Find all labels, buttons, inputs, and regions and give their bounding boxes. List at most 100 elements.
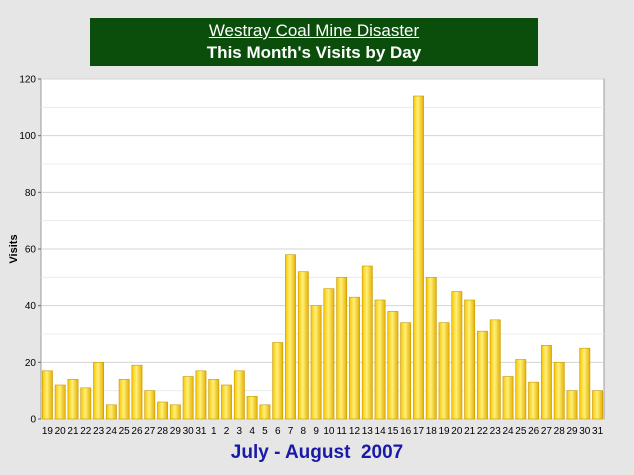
x-tick-label: 13: [362, 426, 374, 437]
bar: [195, 370, 207, 420]
bar: [221, 384, 232, 420]
bar: [118, 379, 130, 420]
bar: [515, 359, 527, 420]
x-tick-label: 19: [42, 426, 54, 437]
y-tick-label: 0: [30, 415, 36, 426]
x-tick-label: 25: [119, 426, 131, 437]
x-tick-label: 27: [541, 426, 553, 437]
x-tick-label: 17: [413, 426, 425, 437]
x-tick-label: 30: [579, 426, 591, 437]
x-tick-label: 12: [349, 426, 361, 437]
bar: [387, 311, 399, 420]
bar: [259, 404, 271, 420]
x-tick-label: 24: [106, 426, 118, 437]
bar: [553, 362, 565, 420]
bar: [349, 296, 360, 420]
y-tick-label: 120: [19, 75, 36, 86]
chart-subtitle: This Month's Visits by Day: [206, 43, 422, 62]
bar: [182, 376, 194, 420]
x-tick-label: 26: [528, 426, 540, 437]
x-tick-label: 20: [451, 426, 463, 437]
x-axis-label: July - August 2007: [230, 442, 404, 463]
bar: [93, 362, 104, 420]
bar: [336, 277, 348, 420]
bar: [233, 370, 245, 420]
y-axis-label: Visits: [8, 234, 20, 263]
x-tick-label: 22: [477, 426, 489, 437]
y-tick-label: 100: [19, 131, 36, 142]
x-tick-label: 25: [515, 426, 527, 437]
bar: [540, 345, 552, 420]
x-tick-label: 11: [336, 426, 347, 437]
bar: [323, 288, 335, 420]
bar: [489, 319, 501, 420]
y-tick-label: 60: [25, 245, 37, 256]
bar: [105, 404, 117, 420]
bar: [54, 384, 66, 420]
bar: [592, 390, 604, 420]
x-tick-label: 1: [211, 426, 217, 437]
x-tick-label: 7: [288, 426, 294, 437]
bar: [579, 347, 591, 420]
bar: [477, 330, 488, 420]
bar: [169, 404, 181, 420]
x-tick-label: 9: [313, 426, 319, 437]
x-tick-label: 2: [224, 426, 230, 437]
bar: [208, 379, 220, 420]
y-tick-label: 80: [25, 188, 37, 199]
bar: [310, 305, 322, 420]
y-tick-label: 40: [25, 301, 37, 312]
x-tick-label: 18: [426, 426, 438, 437]
bar: [464, 299, 476, 420]
x-tick-label: 19: [438, 426, 450, 437]
x-tick-label: 16: [400, 426, 412, 437]
x-tick-label: 27: [144, 426, 156, 437]
x-tick-label: 29: [566, 426, 578, 437]
x-tick-label: 3: [237, 426, 243, 437]
y-tick-label: 20: [25, 358, 37, 369]
chart-title: Westray Coal Mine Disaster: [208, 21, 420, 40]
bar: [131, 364, 143, 420]
bar: [80, 387, 92, 420]
x-tick-label: 5: [262, 426, 268, 437]
bar: [400, 322, 412, 420]
x-tick-label: 10: [323, 426, 335, 437]
bar: [361, 265, 373, 420]
x-tick-label: 31: [592, 426, 604, 437]
x-tick-label: 20: [55, 426, 67, 437]
bar: [157, 401, 168, 420]
x-tick-label: 31: [195, 426, 207, 437]
bar: [425, 277, 437, 420]
x-tick-label: 21: [67, 426, 79, 437]
x-tick-label: 21: [464, 426, 476, 437]
bar: [451, 291, 463, 420]
x-tick-label: 26: [131, 426, 143, 437]
bar: [272, 342, 284, 420]
bar: [246, 396, 258, 420]
x-tick-label: 24: [502, 426, 514, 437]
bar: [374, 299, 386, 420]
x-tick-label: 6: [275, 426, 281, 437]
bar: [528, 381, 540, 420]
chart-title-box: Westray Coal Mine Disaster This Month's …: [90, 18, 538, 66]
bar: [67, 379, 79, 420]
x-tick-label: 23: [93, 426, 105, 437]
bar: [502, 376, 514, 420]
x-tick-label: 8: [301, 426, 307, 437]
x-tick-label: 30: [183, 426, 195, 437]
x-tick-label: 29: [170, 426, 182, 437]
x-tick-label: 4: [249, 426, 255, 437]
x-tick-label: 22: [80, 426, 92, 437]
x-tick-label: 14: [375, 426, 387, 437]
bar: [144, 390, 156, 420]
bar: [285, 254, 296, 420]
bar: [566, 390, 578, 420]
x-tick-label: 28: [157, 426, 169, 437]
bar: [438, 322, 450, 420]
x-tick-label: 28: [554, 426, 566, 437]
bar: [41, 370, 53, 420]
bar: [413, 95, 424, 420]
x-tick-label: 15: [387, 426, 399, 437]
bar: [297, 271, 309, 420]
